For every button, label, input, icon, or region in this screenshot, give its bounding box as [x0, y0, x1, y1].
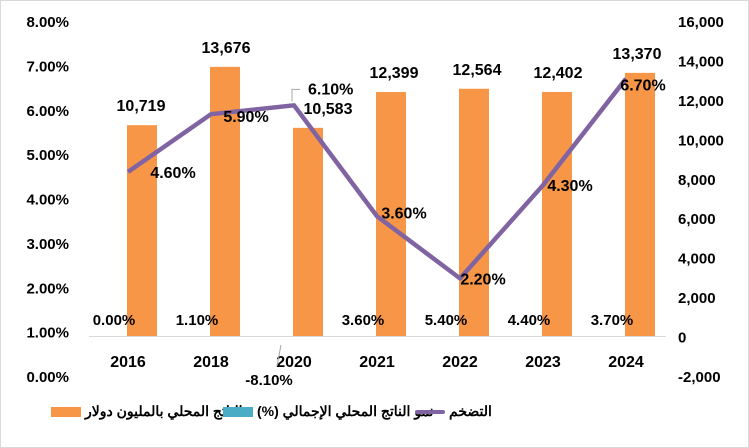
category-label: 2020 — [276, 354, 312, 371]
combo-chart: 0.00% 1.00% 2.00% 3.00% 4.00% 5.00% 6.00% 7.00%… — [26, 14, 724, 389]
gdp-bar — [542, 91, 572, 337]
left-axis-tick-label: 2.00% — [26, 280, 69, 297]
gdp-bar — [459, 88, 489, 337]
left-axis-tick-label: 0.00% — [26, 369, 69, 386]
legend: الناتج المحلي بالمليون دولار نمو الناتج … — [1, 403, 748, 427]
gdp-data-label: 10,583 — [304, 101, 353, 118]
category-label: 2018 — [193, 354, 229, 371]
right-axis-tick-label: 14,000 — [678, 53, 724, 70]
inflation-data-label: 2.20% — [460, 271, 505, 288]
legend-item-growth: نمو الناتج المحلي الإجمالي (%) — [223, 403, 434, 420]
category-label: 2023 — [525, 354, 561, 371]
growth-data-label: 1.10% — [176, 312, 219, 329]
left-axis-tick-label: 1.00% — [26, 325, 69, 342]
legend-item-inflation: التضخم — [415, 403, 492, 420]
legend-label-inflation: التضخم — [449, 403, 492, 419]
right-axis-tick-label: 10,000 — [678, 132, 724, 149]
category-label: 2016 — [110, 354, 146, 371]
inflation-data-label: 6.10% — [308, 81, 353, 98]
gdp-data-label: 13,676 — [202, 40, 251, 57]
right-axis-tick-label: 12,000 — [678, 93, 724, 110]
right-axis-tick-label: 4,000 — [678, 251, 716, 268]
left-axis-tick-label: 5.00% — [26, 147, 69, 164]
gdp-data-label: 10,719 — [117, 98, 166, 115]
growth-data-label: 4.40% — [508, 312, 551, 329]
category-label: 2024 — [608, 354, 644, 371]
category-label: 2022 — [442, 354, 478, 371]
inflation-data-label: 4.60% — [150, 165, 195, 182]
left-axis-tick-label: 3.00% — [26, 236, 69, 253]
gdp-bar — [210, 66, 240, 337]
gdp-bar — [376, 92, 406, 337]
inflation-data-label: 6.70% — [620, 78, 665, 95]
left-axis-tick-label: 8.00% — [26, 14, 69, 31]
legend-item-gdp: الناتج المحلي بالمليون دولار — [51, 403, 242, 420]
right-axis-tick-label: -2,000 — [678, 369, 721, 386]
right-axis-tick-label: 6,000 — [678, 211, 716, 228]
gdp-bar — [293, 127, 323, 337]
gdp-bar — [625, 72, 655, 337]
growth-data-label: 0.00% — [93, 312, 136, 329]
legend-label-growth: نمو الناتج المحلي الإجمالي (%) — [257, 403, 434, 419]
inflation-data-label: 4.30% — [547, 178, 592, 195]
gdp-data-label: 12,402 — [534, 65, 583, 82]
growth-data-label: 3.70% — [591, 312, 634, 329]
gdp-data-label: 12,564 — [453, 62, 502, 79]
growth-data-label: 5.40% — [425, 312, 468, 329]
legend-swatch-growth — [223, 406, 253, 417]
right-axis-tick-label: 0 — [678, 330, 686, 347]
leader-line — [276, 344, 282, 367]
gdp-data-label: 12,399 — [370, 65, 419, 82]
left-axis-tick-label: 6.00% — [26, 103, 69, 120]
legend-swatch-gdp — [51, 406, 81, 417]
gdp-data-label: 13,370 — [613, 46, 662, 63]
growth-data-label: 3.60% — [342, 312, 385, 329]
right-axis-tick-label: 16,000 — [678, 14, 724, 31]
inflation-data-label: 3.60% — [381, 205, 426, 222]
leader-line — [291, 88, 300, 102]
right-axis-tick-label: 2,000 — [678, 290, 716, 307]
category-label: 2021 — [359, 354, 395, 371]
inflation-data-label: 5.90% — [223, 109, 268, 126]
legend-label-gdp: الناتج المحلي بالمليون دولار — [85, 403, 243, 419]
left-axis-tick-label: 7.00% — [26, 58, 69, 75]
left-axis-tick-label: 4.00% — [26, 192, 69, 209]
growth-data-label: -8.10% — [245, 372, 293, 389]
right-axis-tick-label: 8,000 — [678, 172, 716, 189]
legend-line-inflation — [415, 409, 445, 414]
